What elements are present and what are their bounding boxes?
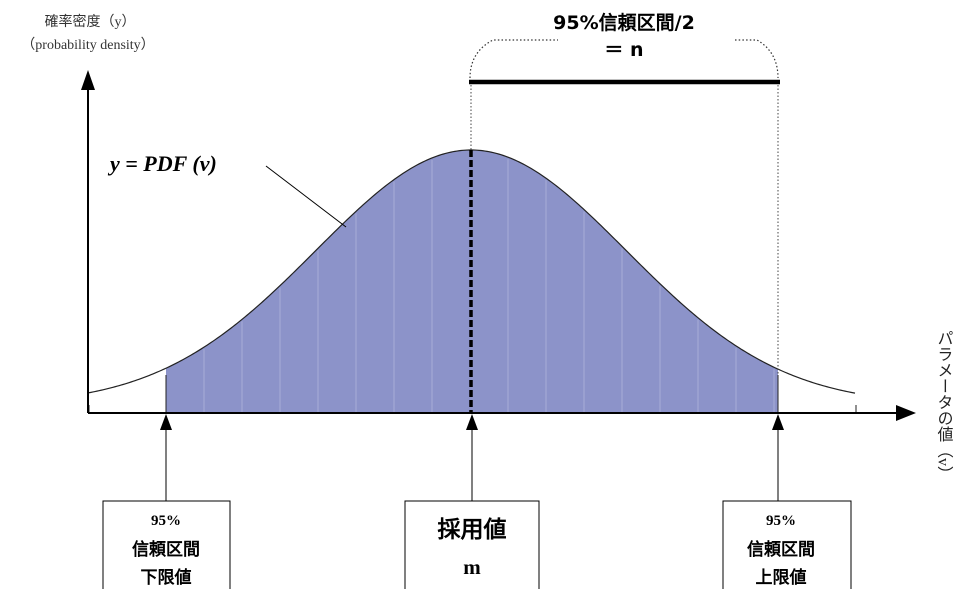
x-axis-title: パラメータの値（v）	[935, 330, 954, 482]
upper-bound-pointer-head	[772, 414, 784, 430]
interval-brace-right	[735, 39, 779, 79]
adopted-value-box-frame	[404, 500, 540, 589]
x-axis-arrowhead	[896, 405, 916, 421]
center-pointer-head	[466, 414, 478, 430]
shaded-area-stripes	[203, 159, 775, 413]
lower-bound-box: 95% 信頼区間 下限値	[102, 500, 231, 589]
upper-bound-box-line1: 95%	[766, 513, 796, 529]
upper-bound-box-line2: 信頼区間	[747, 539, 815, 560]
upper-bound-box: 95% 信頼区間 上限値	[722, 500, 852, 589]
interval-brace-left	[469, 39, 558, 79]
adopted-value-box: 採用値 m	[404, 500, 540, 589]
pdf-label: y = PDF (v)	[107, 151, 217, 176]
lower-bound-box-line3: 下限値	[141, 567, 192, 588]
adopted-value-box-line1: 採用値	[438, 517, 507, 543]
lower-bound-pointer-head	[160, 414, 172, 430]
adopted-value-box-line2: m	[463, 555, 481, 579]
lower-bound-box-line2: 信頼区間	[132, 539, 200, 560]
upper-bound-box-line3: 上限値	[756, 567, 807, 588]
y-axis-title-ja: 確率密度（y）	[45, 13, 136, 30]
upper-bound-box-frame	[722, 500, 852, 589]
y-axis-title-en: （probability density）	[21, 37, 154, 53]
lower-bound-box-frame	[102, 500, 231, 589]
interval-equals: ＝ n	[604, 39, 643, 61]
interval-title: 95%信頼区間/2	[553, 11, 695, 34]
pdf-label-leader	[265, 165, 347, 228]
lower-bound-box-line1: 95%	[151, 513, 181, 529]
y-axis-arrowhead	[81, 70, 95, 90]
